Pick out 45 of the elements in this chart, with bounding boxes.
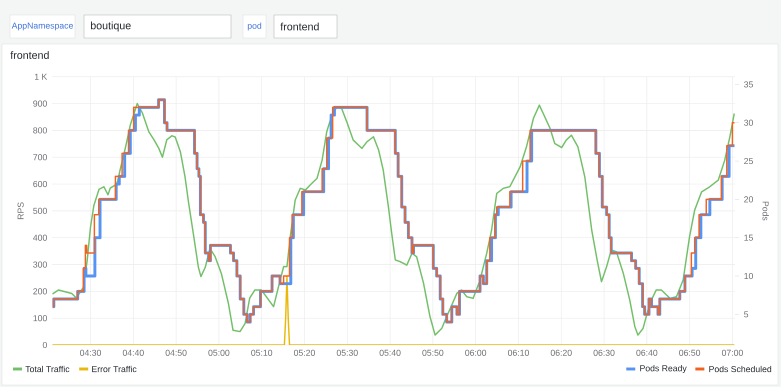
- x-tick-label: 05:10: [251, 350, 272, 356]
- y-tick-label: 300: [33, 261, 47, 268]
- y-tick-label: 100: [34, 315, 47, 322]
- legend-label: Total Traffic: [25, 366, 70, 372]
- x-tick-label: 04:30: [80, 350, 102, 356]
- x-tick-label: 06:50: [679, 350, 700, 356]
- x-tick-label: 05:50: [422, 350, 444, 356]
- x-tick-label: 05:30: [336, 350, 358, 356]
- text: frontend: [280, 22, 319, 30]
- chart-title: frontend: [10, 51, 49, 59]
- x-tick-label: 05:00: [208, 350, 230, 356]
- x-tick-label: 06:30: [594, 350, 615, 356]
- y-tick-label: 800: [33, 127, 47, 134]
- y-tick-label: 0: [42, 342, 47, 348]
- x-tick-label: 06:10: [508, 350, 529, 356]
- y2-tick-label: 10: [744, 272, 754, 280]
- y2-axis-title: Pods: [762, 202, 769, 220]
- y-tick-label: 900: [33, 100, 47, 107]
- legend-label: Error Traffic: [92, 366, 136, 372]
- y2-tick-label: 25: [744, 158, 753, 164]
- x-tick-label: 05:40: [380, 350, 401, 356]
- y-tick-label: 700: [33, 154, 47, 160]
- y-tick-label: 1 K: [34, 74, 48, 80]
- y-tick-label: 400: [33, 234, 47, 241]
- y-tick-label: 200: [33, 288, 47, 294]
- legend-label: Pods Ready: [640, 364, 687, 374]
- y2-tick-label: 15: [744, 234, 753, 241]
- y2-tick-label: 35: [744, 81, 753, 88]
- legend-label: Pods Scheduled: [709, 366, 772, 372]
- x-tick-label: 06:00: [465, 350, 486, 356]
- x-tick-label: 04:50: [166, 350, 187, 356]
- y2-tick-label: 5: [744, 311, 748, 318]
- y2-tick-label: 20: [744, 196, 754, 202]
- x-tick-label: 04:40: [122, 350, 144, 356]
- y-tick-label: 500: [33, 208, 47, 214]
- text: boutique: [90, 22, 131, 32]
- x-tick-label: 06:20: [550, 350, 572, 356]
- text: AppNamespace: [12, 22, 73, 30]
- text: pod: [248, 22, 262, 31]
- x-tick-label: 06:40: [636, 350, 658, 356]
- y2-tick-label: 30: [744, 120, 754, 126]
- x-tick-label: 05:20: [294, 350, 315, 356]
- y-tick-label: 600: [33, 180, 47, 188]
- x-tick-label: 07:00: [722, 350, 743, 356]
- y-axis-title: RPS: [18, 202, 24, 220]
